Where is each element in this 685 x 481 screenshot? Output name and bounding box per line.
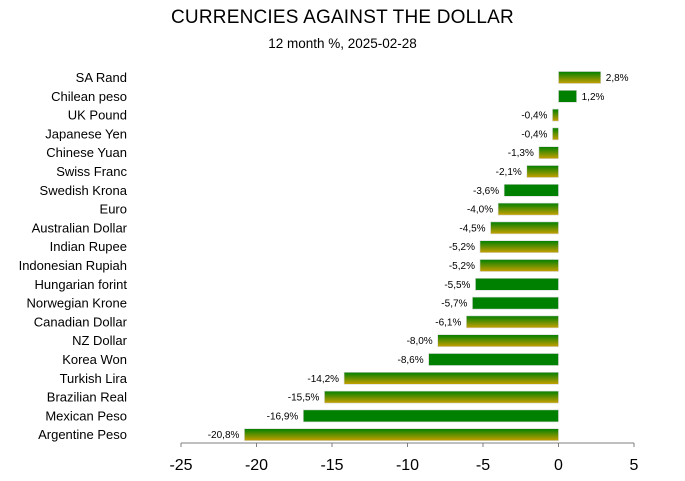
bar [437,334,559,348]
label-group: SA Rand 2,8% Chilean peso 1,2% UK Pound -0,4%… [19,70,629,442]
data-label: 2,8% [606,73,629,84]
bar [479,240,559,253]
bar [552,108,559,122]
bar [526,165,559,178]
category-label: Hungarian forint [35,277,128,292]
bar [428,353,559,366]
axis-group: -25 -20 -15 -10 -5 0 5 [169,442,639,474]
data-label: -2,1% [496,167,522,178]
data-label: 1,2% [582,92,605,103]
category-label: Korea Won [62,352,127,367]
data-label: -6,1% [435,317,461,328]
category-label: Chinese Yuan [46,145,127,160]
data-label: -4,0% [467,205,493,216]
data-label: -5,5% [444,280,470,291]
bar [497,202,559,216]
chart-title: CURRENCIES AGAINST THE DOLLAR [171,7,514,28]
data-label: -0,4% [521,111,547,122]
bar [244,428,559,442]
bar [490,221,559,235]
category-label: Turkish Lira [60,371,128,386]
category-label: Argentine Peso [38,427,127,442]
x-tick-label: -10 [396,457,419,474]
bar-group [244,71,602,442]
bar [538,146,559,159]
category-label: NZ Dollar [72,333,128,348]
category-label: Australian Dollar [32,220,128,235]
bar [472,296,559,310]
category-label: Euro [100,202,127,217]
category-label: UK Pound [68,108,127,123]
data-label: -15,5% [288,393,320,404]
category-label: Swedish Krona [40,183,128,198]
category-label: Mexican Peso [45,408,127,423]
data-label: -4,5% [459,223,485,234]
bar [324,390,559,404]
bar [479,259,559,272]
data-label: -0,4% [521,129,547,140]
category-label: Japanese Yen [45,126,127,141]
x-tick-label: 5 [630,457,639,474]
bar [503,184,559,197]
category-label: SA Rand [76,70,127,85]
bar [475,277,559,291]
x-tick-label: 0 [554,457,563,474]
x-tick-label: -20 [245,457,268,474]
x-tick-label: -5 [476,457,490,474]
data-label: -14,2% [307,374,339,385]
bar [558,71,602,84]
category-label: Chilean peso [51,89,127,104]
category-label: Norwegian Krone [27,296,127,311]
data-label: -5,2% [449,242,475,253]
data-label: -8,0% [407,336,433,347]
category-label: Brazilian Real [47,390,127,405]
x-tick-label: -15 [320,457,343,474]
data-label: -1,3% [508,148,534,159]
data-label: -16,9% [267,411,299,422]
data-label: -20,8% [208,430,240,441]
x-tick-label: -25 [169,457,192,474]
bar [552,127,559,141]
category-label: Swiss Franc [56,164,127,179]
category-label: Indian Rupee [50,239,127,254]
category-label: Canadian Dollar [34,314,128,329]
category-label: Indonesian Rupiah [19,258,127,273]
bar [558,90,577,103]
chart-subtitle: 12 month %, 2025-02-28 [268,36,417,51]
data-label: -5,7% [441,299,467,310]
data-label: -8,6% [398,355,424,366]
bar [466,315,559,329]
data-label: -5,2% [449,261,475,272]
bar [303,409,559,423]
data-label: -3,6% [473,186,499,197]
bar [343,371,559,385]
